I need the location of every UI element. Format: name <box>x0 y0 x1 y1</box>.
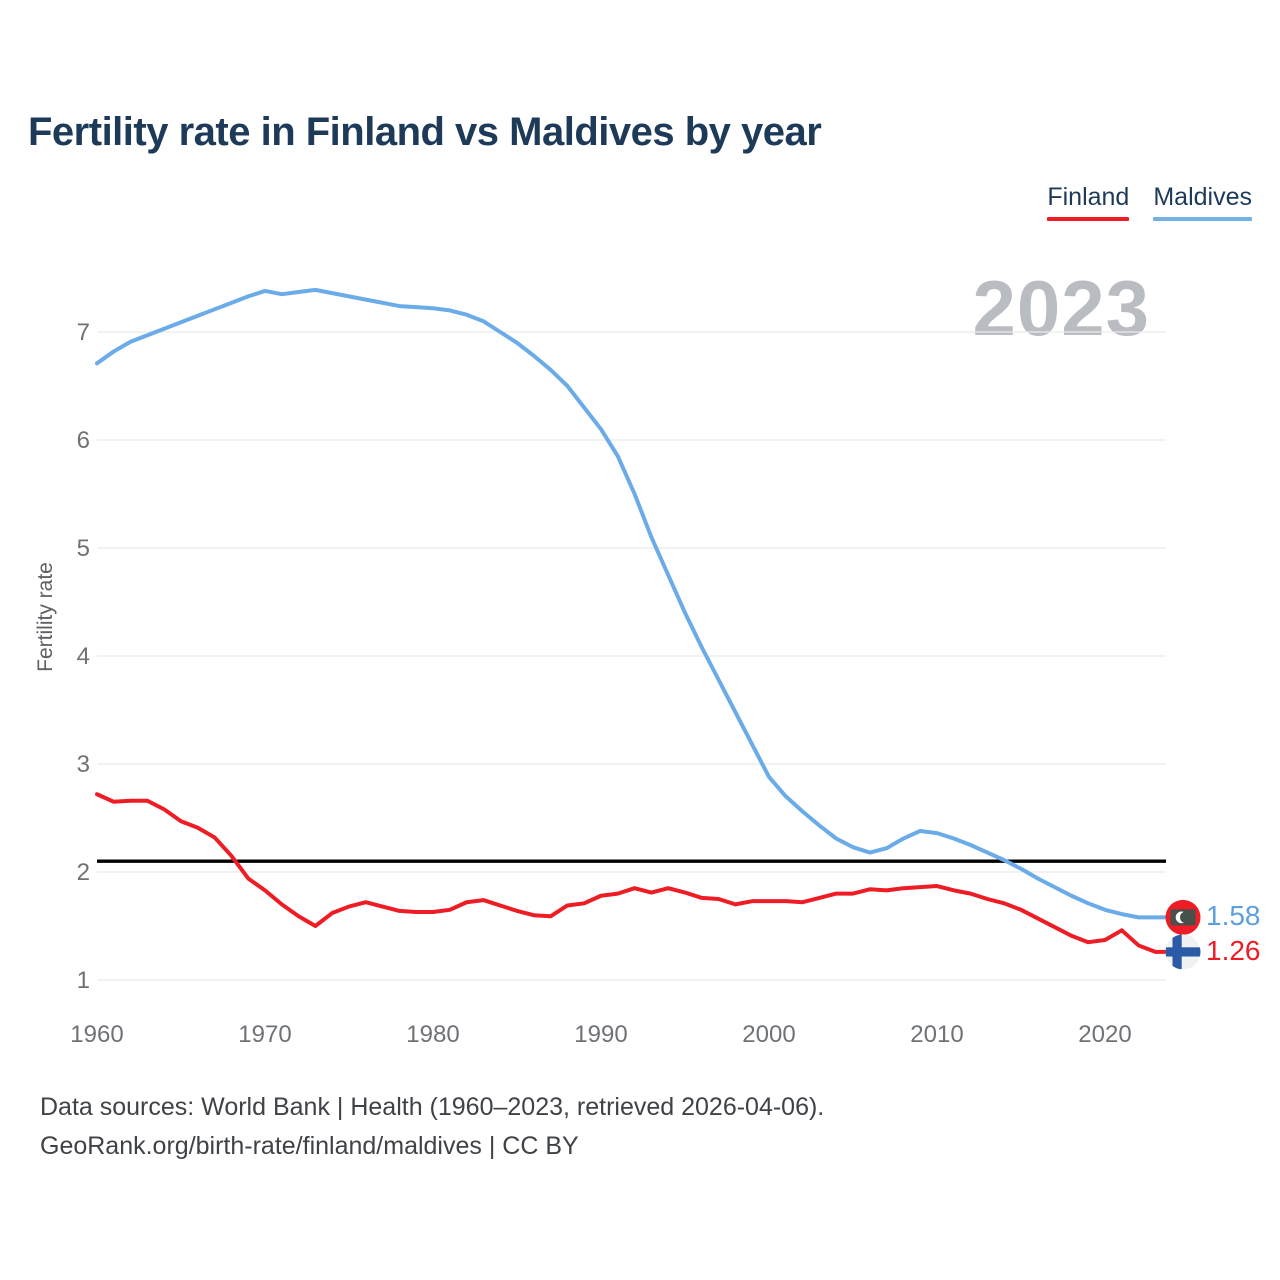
y-tick-label-4: 4 <box>77 643 90 670</box>
legend-item-finland[interactable]: Finland <box>1047 183 1130 221</box>
attribution-line: GeoRank.org/birth-rate/finland/maldives … <box>40 1132 579 1160</box>
x-tick-label-2000: 2000 <box>742 1021 795 1048</box>
legend-item-maldives[interactable]: Maldives <box>1153 183 1252 221</box>
y-axis-title: Fertility rate <box>34 562 57 672</box>
y-tick-label-1: 1 <box>77 967 90 994</box>
chart-title: Fertility rate in Finland vs Maldives by… <box>28 110 822 154</box>
x-tick-label-1960: 1960 <box>70 1021 123 1048</box>
legend-color-bar-maldives <box>1153 217 1252 221</box>
y-tick-label-7: 7 <box>77 319 90 346</box>
x-tick-label-2020: 2020 <box>1078 1021 1131 1048</box>
end-value-maldives: 1.58 <box>1206 900 1261 932</box>
data-sources-line: Data sources: World Bank | Health (1960–… <box>40 1093 825 1121</box>
series-line-finland <box>95 792 1174 954</box>
x-tick-label-1980: 1980 <box>406 1021 459 1048</box>
footer: Data sources: World Bank | Health (1960–… <box>40 1088 824 1166</box>
year-watermark: 2023 <box>972 264 1150 352</box>
maldives-flag-icon <box>1165 899 1201 935</box>
x-tick-label-2010: 2010 <box>910 1021 963 1048</box>
finland-flag-cross-horizontal <box>1165 947 1201 957</box>
end-value-finland: 1.26 <box>1206 934 1261 966</box>
x-tick-label-1990: 1990 <box>574 1021 627 1048</box>
legend-label-finland: Finland <box>1047 183 1130 211</box>
legend-color-bar-finland <box>1047 217 1130 221</box>
legend: Finland Maldives <box>1047 183 1252 221</box>
legend-label-maldives: Maldives <box>1153 183 1252 211</box>
finland-flag-icon <box>1165 934 1201 970</box>
y-tick-label-2: 2 <box>77 859 90 886</box>
y-tick-label-6: 6 <box>77 427 90 454</box>
y-tick-label-3: 3 <box>77 751 90 778</box>
finland-flag-cross-vertical <box>1172 934 1182 970</box>
maldives-flag-crescent-cut <box>1180 911 1192 924</box>
y-tick-label-5: 5 <box>77 535 90 562</box>
x-tick-label-1970: 1970 <box>238 1021 291 1048</box>
series-line-maldives <box>95 287 1174 920</box>
